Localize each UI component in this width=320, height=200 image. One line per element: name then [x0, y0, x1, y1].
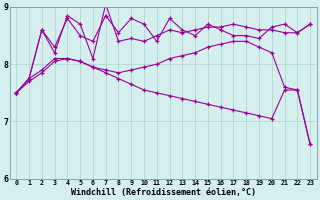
X-axis label: Windchill (Refroidissement éolien,°C): Windchill (Refroidissement éolien,°C): [71, 188, 256, 197]
